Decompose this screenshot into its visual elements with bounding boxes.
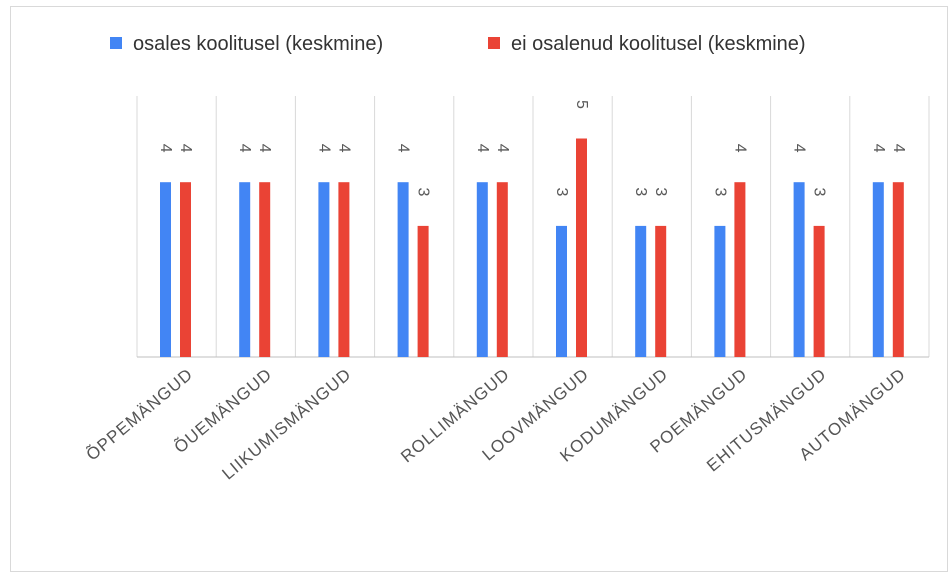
x-tick-label-3: LIIKUMISMÄNGUD	[218, 365, 355, 484]
legend: osales koolitusel (keskmine) ei osalenud…	[110, 33, 806, 55]
data-label-series-2-2: 4	[256, 144, 273, 153]
data-label-series-1-5: 4	[474, 144, 491, 153]
data-label-series-1-1: 4	[157, 144, 174, 153]
bar-series-1-7	[635, 225, 647, 357]
data-label-series-2-10: 4	[890, 144, 907, 153]
legend-label-series-2: ei osalenud koolitusel (keskmine)	[511, 33, 806, 55]
bar-series-1-8	[714, 225, 726, 357]
bar-series-1-10	[872, 182, 884, 357]
bar-series-1-2	[239, 182, 251, 357]
data-label-series-2-8: 4	[731, 144, 748, 153]
bar-series-2-3	[338, 182, 350, 357]
bar-series-2-4	[417, 225, 429, 357]
data-label-series-1-6: 3	[553, 187, 570, 196]
data-label-series-1-7: 3	[632, 187, 649, 196]
data-label-series-1-9: 4	[791, 144, 808, 153]
data-label-series-2-3: 4	[335, 144, 352, 153]
bar-series-1-3	[318, 182, 330, 357]
bar-series-1-4	[397, 182, 409, 357]
bar-series-2-9	[813, 225, 825, 357]
data-label-series-2-4: 3	[415, 187, 432, 196]
bar-series-2-2	[259, 182, 271, 357]
data-label-series-2-5: 4	[494, 144, 511, 153]
data-label-series-2-1: 4	[177, 144, 194, 153]
legend-swatch-series-1	[110, 37, 122, 49]
bar-series-1-5	[476, 182, 488, 357]
bar-series-1-9	[793, 182, 805, 357]
bar-series-2-5	[496, 182, 508, 357]
bar-series-2-1	[180, 182, 191, 357]
bar-series-1-1	[160, 182, 171, 357]
legend-swatch-series-2	[488, 37, 500, 49]
data-label-series-2-6: 5	[573, 100, 590, 109]
legend-label-series-1: osales koolitusel (keskmine)	[133, 33, 383, 55]
data-label-series-2-9: 3	[811, 187, 828, 196]
data-label-series-1-8: 3	[711, 187, 728, 196]
bar-series-2-10	[892, 182, 904, 357]
data-label-series-1-2: 4	[236, 144, 253, 153]
data-label-series-1-3: 4	[315, 144, 332, 153]
grid	[136, 96, 930, 358]
bar-series-1-6	[556, 225, 567, 357]
bar-series-2-8	[734, 182, 746, 357]
bar-series-2-7	[655, 225, 667, 357]
data-label-series-1-10: 4	[870, 144, 887, 153]
data-label-series-1-4: 4	[395, 144, 412, 153]
bars	[160, 138, 904, 357]
bar-series-2-6	[576, 138, 587, 357]
data-label-series-2-7: 3	[652, 187, 669, 196]
